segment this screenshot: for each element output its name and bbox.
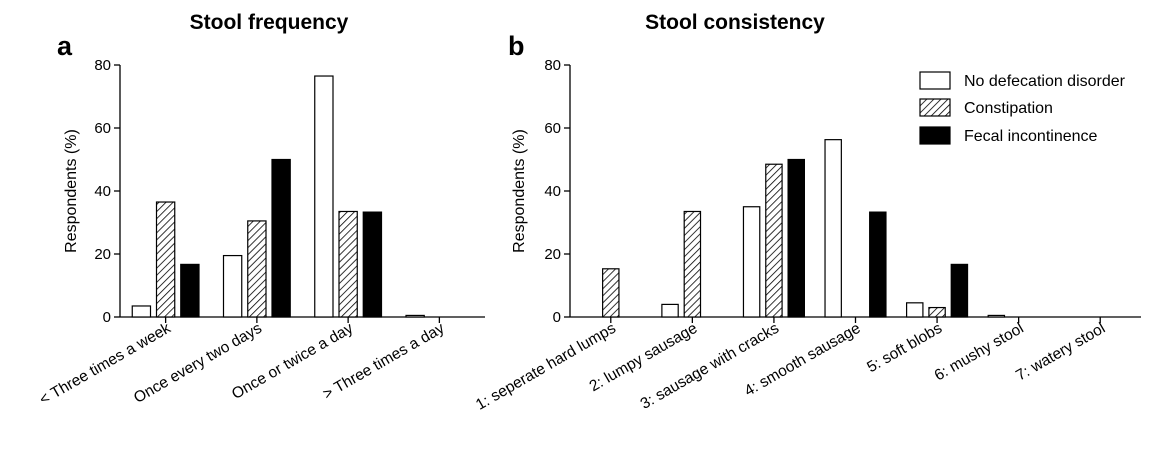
panel-a-bar-no-defecation-disorder <box>131 305 152 318</box>
legend-label-fecal-incontinence: Fecal incontinence <box>964 128 1098 145</box>
panel-b-bar-constipation <box>683 210 702 318</box>
panel-b-bar-fecal-incontinence <box>950 263 969 318</box>
panel-a-bar-fecal-incontinence <box>362 211 383 318</box>
panel-b-bar-constipation <box>928 306 946 318</box>
panel-a-bar-fecal-incontinence <box>180 263 200 318</box>
panel-b-y-tick-label: 20 <box>544 246 561 263</box>
panel-a-bar-constipation <box>155 201 176 318</box>
panel-b-bar-no-defecation-disorder <box>987 314 1006 318</box>
panel-a-bar-no-defecation-disorder <box>405 314 425 318</box>
legend-swatch-constipation <box>919 98 951 117</box>
panel-b-y-tick-label: 60 <box>544 120 561 137</box>
panel-b-y-tick-label: 0 <box>553 309 561 326</box>
panel-b-y-tick-label: 40 <box>544 183 561 200</box>
panel-b-bar-no-defecation-disorder <box>661 303 679 318</box>
panel-a-y-tick-label: 0 <box>103 309 111 326</box>
panel-b-category-label: 3: sausage with cracks <box>638 320 783 413</box>
panel-a-bar-constipation <box>247 220 267 318</box>
panel-b-bar-no-defecation-disorder <box>824 139 842 318</box>
panel-b-bar-no-defecation-disorder <box>905 302 924 318</box>
panel-b-category-label: 1: seperate hard lumps <box>473 320 619 414</box>
panel-a-bar-no-defecation-disorder <box>222 254 243 318</box>
panel-a-bar-constipation <box>338 210 358 318</box>
panel-b-bar-fecal-incontinence <box>869 211 887 318</box>
panel-b-bar-no-defecation-disorder <box>742 206 761 318</box>
panel-b-bar-constipation <box>602 268 620 318</box>
panel-b-title: Stool consistency <box>645 11 825 34</box>
panel-a-bar-no-defecation-disorder <box>314 75 334 318</box>
panel-b-letter: b <box>508 31 525 61</box>
legend-swatch-fecal-incontinence <box>919 126 951 145</box>
panel-a-y-tick-label: 80 <box>94 57 111 74</box>
legend-label-no-defecation-disorder: No defecation disorder <box>964 73 1126 90</box>
legend: No defecation disorder Constipation Feca… <box>919 71 1126 145</box>
panel-a-title: Stool frequency <box>190 11 349 34</box>
panel-a-y-tick-label: 20 <box>94 246 111 263</box>
panel-b-category-label: 6: mushy stool <box>932 320 1027 385</box>
legend-label-constipation: Constipation <box>964 100 1053 117</box>
panel-a-bar-fecal-incontinence <box>271 158 291 318</box>
panel-b-category-label: 7: watery stool <box>1013 320 1108 385</box>
panel-b-bar-constipation <box>765 163 783 318</box>
panel-a-y-axis-label: Respondents (%) <box>63 129 80 253</box>
legend-swatch-no-defecation-disorder <box>919 71 951 90</box>
panel-b-y-axis-label: Respondents (%) <box>511 129 528 253</box>
panel-a-y-tick-label: 60 <box>94 120 111 137</box>
panel-b-bar-fecal-incontinence <box>787 158 805 318</box>
panel-a-letter: a <box>57 31 73 61</box>
panel-b-y-tick-label: 80 <box>544 57 561 74</box>
panel-a-y-tick-label: 40 <box>94 183 111 200</box>
